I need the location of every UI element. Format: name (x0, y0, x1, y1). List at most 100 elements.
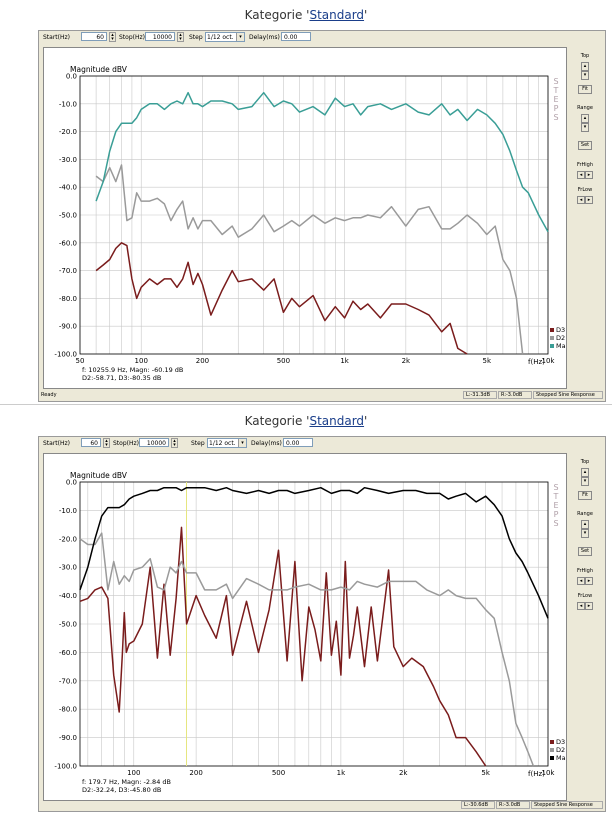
frlow-label: FrLow (577, 187, 593, 193)
plot-area[interactable]: 0.0 -10.0 -20.0 -30.0 -40.0 -50.0 -60.0 -70.0 -8… (43, 453, 567, 801)
toolbar: Start(Hz) 60 ▴ ▾ Stop(Hz) 10000 ▴ ▾ Step 1… (39, 31, 605, 45)
start-label: Start(Hz) (43, 34, 70, 41)
side-panel: Top ▴ ▾ Fit Range ▴ ▾ Set FrHigh ◂ ▸ FrL… (569, 455, 601, 655)
frhigh-right-button[interactable]: ▸ (585, 577, 593, 585)
x-tick-label: 500 (277, 357, 290, 365)
top-label: Top (580, 459, 590, 465)
x-tick-label: 200 (196, 357, 209, 365)
status-right-level: R:-3.0dB (496, 801, 530, 809)
y-tick-label: -70.0 (59, 677, 77, 685)
category-link[interactable]: Standard (309, 414, 365, 428)
steps-letter: T (553, 492, 559, 501)
plot-area[interactable]: 0.0 -10.0 -20.0 -30.0 -40.0 -50.0 -60.0 -70.0 -8… (43, 47, 567, 389)
title-prefix: Kategorie ' (244, 8, 310, 22)
y-tick-label: 0.0 (66, 479, 77, 487)
range-up-button[interactable]: ▴ (581, 520, 589, 529)
step-label: Step (191, 440, 205, 447)
steps-letter: S (553, 483, 558, 492)
start-input[interactable]: 60 (81, 32, 107, 41)
series-line-magn (95, 91, 549, 233)
legend-swatch (550, 756, 554, 760)
steps-letter: P (554, 104, 559, 113)
frhigh-left-button[interactable]: ◂ (577, 577, 585, 585)
set-button[interactable]: Set (578, 141, 592, 150)
status-mode: Stepped Sine Response (533, 391, 603, 399)
x-tick-label: 200 (189, 769, 202, 777)
x-tick-label: 100 (127, 769, 140, 777)
legend-swatch (550, 748, 554, 752)
frlow-right-button[interactable]: ▸ (585, 196, 593, 204)
title-suffix: ' (364, 8, 368, 22)
start-spinner[interactable]: ▴ ▾ (109, 32, 116, 42)
delay-input[interactable]: 0.00 (281, 32, 311, 41)
app-window: Start(Hz) 60 ▴ ▾ Stop(Hz) 10000 ▴ ▾ Step 1… (38, 436, 606, 812)
step-select[interactable]: 1/12 oct. ▾ (207, 438, 247, 448)
legend-label: D2 (556, 334, 565, 342)
y-tick-label: -40.0 (59, 184, 77, 192)
delay-input[interactable]: 0.00 (283, 438, 313, 447)
app-window: Start(Hz) 60 ▴ ▾ Stop(Hz) 10000 ▴ ▾ Step 1… (38, 30, 606, 402)
top-down-button[interactable]: ▾ (581, 477, 589, 486)
range-down-button[interactable]: ▾ (581, 123, 589, 132)
fit-button[interactable]: Fit (578, 491, 592, 500)
chevron-down-icon[interactable]: ▾ (238, 439, 246, 447)
step-label: Step (189, 34, 203, 41)
top-down-button[interactable]: ▾ (581, 71, 589, 80)
frlow-left-button[interactable]: ◂ (577, 196, 585, 204)
cursor-readout: D2:-58.71, D3:-80.35 dB (82, 374, 161, 382)
y-tick-label: -100.0 (54, 351, 77, 359)
stop-input[interactable]: 10000 (145, 32, 175, 41)
fit-button[interactable]: Fit (578, 85, 592, 94)
x-tick-label: 5k (481, 769, 490, 777)
set-button[interactable]: Set (578, 547, 592, 556)
stop-input[interactable]: 10000 (139, 438, 169, 447)
chevron-down-icon[interactable]: ▾ (236, 33, 244, 41)
start-spinner[interactable]: ▴ ▾ (103, 438, 110, 448)
series-line-d2 (95, 164, 524, 355)
panel-1: Kategorie 'Standard' Start(Hz) 60 ▴ ▾ Sto… (0, 0, 612, 403)
steps-letter: S (553, 113, 558, 122)
cursor-readout: f: 179.7 Hz, Magn: -2.84 dB (82, 778, 171, 786)
legend-label: Magn (556, 342, 566, 350)
category-link[interactable]: Standard (309, 8, 365, 22)
step-select-value: 1/12 oct. (207, 34, 234, 41)
series-line-d3 (79, 526, 487, 767)
stop-spinner[interactable]: ▴ ▾ (177, 32, 184, 42)
y-tick-label: -70.0 (59, 267, 77, 275)
chart-svg[interactable]: 0.0 -10.0 -20.0 -30.0 -40.0 -50.0 -60.0 -70.0 -8… (44, 454, 566, 800)
range-down-button[interactable]: ▾ (581, 529, 589, 538)
delay-label: Delay(ms) (251, 440, 282, 447)
step-select[interactable]: 1/12 oct. ▾ (205, 32, 245, 42)
x-tick-label: 50 (76, 357, 85, 365)
page-title: Kategorie 'Standard' (0, 8, 612, 22)
y-tick-label: -90.0 (59, 734, 77, 742)
top-up-button[interactable]: ▴ (581, 468, 589, 477)
top-up-button[interactable]: ▴ (581, 62, 589, 71)
y-tick-label: -10.0 (59, 507, 77, 515)
frhigh-right-button[interactable]: ▸ (585, 171, 593, 179)
frhigh-left-button[interactable]: ◂ (577, 171, 585, 179)
x-tick-label: 10k (542, 769, 556, 777)
series-line-d3 (95, 242, 468, 355)
y-tick-label: -50.0 (59, 212, 77, 220)
frlow-right-button[interactable]: ▸ (585, 602, 593, 610)
x-tick-label: 1k (337, 769, 346, 777)
top-label: Top (580, 53, 590, 59)
steps-letter: S (553, 519, 558, 528)
start-input[interactable]: 60 (81, 438, 101, 447)
y-tick-label: -80.0 (59, 706, 77, 714)
chart-svg[interactable]: 0.0 -10.0 -20.0 -30.0 -40.0 -50.0 -60.0 -70.0 -8… (44, 48, 566, 388)
x-tick-label: 2k (402, 357, 411, 365)
status-bar: L:-30.6dB R:-3.0dB Stepped Sine Response (39, 801, 605, 810)
frlow-left-button[interactable]: ◂ (577, 602, 585, 610)
y-tick-label: -30.0 (59, 156, 77, 164)
stop-spinner[interactable]: ▴ ▾ (171, 438, 178, 448)
legend-label: D2 (556, 746, 565, 754)
status-bar: Ready L:-31.3dB R:-3.0dB Stepped Sine Re… (39, 391, 605, 400)
x-tick-label: 10k (542, 357, 556, 365)
plot-frame (79, 481, 549, 767)
frhigh-label: FrHigh (576, 162, 594, 168)
range-up-button[interactable]: ▴ (581, 114, 589, 123)
x-tick-label: 100 (135, 357, 148, 365)
stop-label: Stop(Hz) (113, 440, 139, 447)
